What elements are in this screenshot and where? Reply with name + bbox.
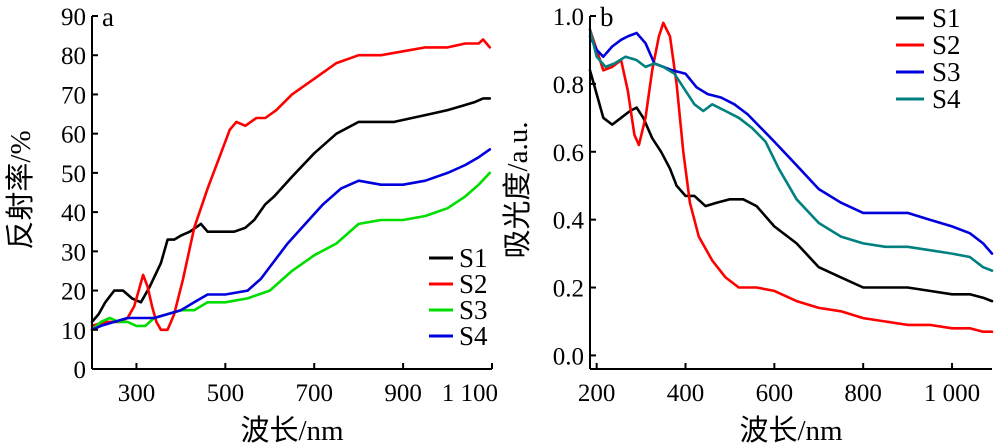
legend-label-s2: S2 — [932, 30, 961, 60]
x-tick-label: 900 — [384, 380, 422, 407]
series-line-s4 — [90, 148, 492, 332]
y-tick-label: 0 — [74, 357, 87, 384]
y-tick-label: 1.0 — [553, 4, 584, 31]
y-tick-label: 30 — [61, 239, 86, 266]
legend-label-s4: S4 — [459, 321, 488, 351]
panel-letter: a — [102, 2, 114, 32]
x-tick-label: 700 — [295, 380, 333, 407]
y-tick-label: 0.6 — [553, 140, 584, 167]
y-tick-label: 20 — [61, 279, 86, 306]
y-tick-label: 0.0 — [553, 343, 584, 370]
x-tick-label: 800 — [844, 380, 882, 407]
legend-label-s1: S1 — [932, 3, 961, 33]
legend-label-s1: S1 — [459, 243, 488, 273]
series-line-s2 — [90, 38, 492, 332]
legend-label-s4: S4 — [932, 84, 961, 114]
legend-label-s3: S3 — [459, 295, 488, 325]
x-axis-title: 波长/nm — [240, 414, 344, 447]
x-tick-label: 1 000 — [924, 380, 980, 407]
panel-b-absorbance-chart: 0.0 0.2 0.4 0.6 0.8 1.0 200 400 600 800 1 000 b 波长/n… — [501, 2, 994, 447]
panel-letter: b — [600, 2, 614, 32]
y-tick-label: 10 — [61, 318, 86, 345]
x-tick-label: 500 — [207, 380, 245, 407]
y-tick-label: 0.8 — [553, 72, 584, 99]
series-line-s3 — [588, 31, 994, 255]
x-axis-title: 波长/nm — [739, 414, 843, 447]
x-tick-label: 300 — [118, 380, 156, 407]
series-line-s1 — [90, 97, 492, 324]
y-tick-label: 50 — [61, 161, 86, 188]
x-tick-label: 200 — [578, 380, 616, 407]
x-tick-label: 1 100 — [442, 380, 498, 407]
y-axis-title: 吸光度/a.u. — [501, 122, 534, 259]
y-tick-label: 0.4 — [553, 208, 585, 235]
series-line-s3 — [90, 171, 492, 332]
legend-label-s3: S3 — [932, 57, 961, 87]
y-tick-label: 80 — [61, 43, 86, 70]
x-tick-label: 600 — [756, 380, 794, 407]
y-tick-label: 70 — [61, 82, 86, 109]
series-line-s4 — [588, 28, 994, 272]
y-tick-label: 40 — [61, 200, 86, 227]
y-axis-title: 反射率/% — [4, 130, 37, 249]
panel-a-reflectance-chart: 0 10 20 30 40 50 60 70 80 90 300 500 700 900 1 100 a 波长/… — [4, 2, 498, 447]
series-line-s2 — [588, 21, 994, 333]
y-tick-label: 60 — [61, 122, 86, 149]
y-tick-label: 0.2 — [553, 276, 584, 303]
x-tick-label: 400 — [667, 380, 705, 407]
legend-label-s2: S2 — [459, 269, 488, 299]
y-tick-label: 90 — [61, 4, 86, 31]
